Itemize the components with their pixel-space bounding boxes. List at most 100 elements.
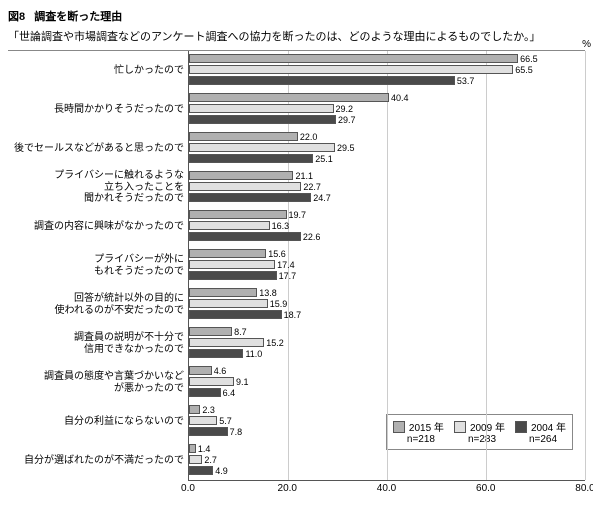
- bar-value: 4.9: [212, 467, 228, 476]
- bar: 22.7: [189, 182, 301, 191]
- bar-group: 19.716.322.6: [189, 207, 585, 246]
- bar-group: 2.35.77.8: [189, 402, 585, 441]
- bar: 15.6: [189, 249, 266, 258]
- bar: 13.8: [189, 288, 257, 297]
- figure-number: 図8: [8, 11, 25, 23]
- category-label: 忙しかったので: [8, 51, 188, 90]
- bar-value: 21.1: [292, 172, 313, 181]
- bar-value: 40.4: [388, 94, 409, 103]
- bar: 53.7: [189, 76, 455, 85]
- bar: 18.7: [189, 310, 282, 319]
- bar-value: 29.7: [335, 116, 356, 125]
- bar-group: 4.69.16.4: [189, 363, 585, 402]
- bar: 17.7: [189, 271, 277, 280]
- figure-title-text: 調査を断った理由: [34, 11, 122, 23]
- bar: 15.9: [189, 299, 268, 308]
- category-label: 長時間かかりそうだったので: [8, 90, 188, 129]
- bar-value: 19.7: [286, 211, 307, 220]
- bar: 17.4: [189, 260, 275, 269]
- category-label: プライバシーが外にもれそうだったので: [8, 246, 188, 285]
- bar-value: 24.7: [310, 194, 331, 203]
- bar-value: 1.4: [195, 445, 211, 454]
- plot-area: % 2015 年n=2182009 年n=2832004 年n=264 66.5…: [188, 51, 585, 481]
- bar: 4.9: [189, 466, 213, 475]
- bar-group: 40.429.229.7: [189, 90, 585, 129]
- bar: 8.7: [189, 327, 232, 336]
- bar: 40.4: [189, 93, 389, 102]
- bar-value: 2.7: [201, 456, 217, 465]
- x-tick: 40.0: [377, 483, 396, 494]
- bar-value: 7.8: [227, 428, 243, 437]
- x-tick: 60.0: [476, 483, 495, 494]
- category-label: 後でセールスなどがあると思ったので: [8, 129, 188, 168]
- bar: 25.1: [189, 154, 313, 163]
- bar: 22.0: [189, 132, 298, 141]
- bar-value: 29.5: [334, 144, 355, 153]
- bar-value: 4.6: [211, 367, 227, 376]
- bar: 6.4: [189, 388, 221, 397]
- category-label: プライバシーに触れるような立ち入ったことを聞かれそうだったので: [8, 168, 188, 207]
- bar: 65.5: [189, 65, 513, 74]
- bar: 4.6: [189, 366, 212, 375]
- bar: 21.1: [189, 171, 293, 180]
- bar: 2.7: [189, 455, 202, 464]
- bar: 2.3: [189, 405, 200, 414]
- bar-value: 15.9: [267, 300, 288, 309]
- gridline: [585, 51, 586, 480]
- bar-value: 22.6: [300, 233, 321, 242]
- bar-value: 66.5: [517, 55, 538, 64]
- bar-value: 22.7: [300, 183, 321, 192]
- chart: 忙しかったので長時間かかりそうだったので後でセールスなどがあると思ったのでプライ…: [8, 50, 585, 481]
- bar: 15.2: [189, 338, 264, 347]
- bar: 66.5: [189, 54, 518, 63]
- category-label: 回答が統計以外の目的に使われるのが不安だったので: [8, 285, 188, 324]
- bar-value: 15.2: [263, 339, 284, 348]
- bar-value: 29.2: [333, 105, 354, 114]
- bar-value: 9.1: [233, 378, 249, 387]
- bar-group: 15.617.417.7: [189, 246, 585, 285]
- bar-value: 65.5: [512, 66, 533, 75]
- x-axis: 0.020.040.060.080.0: [188, 481, 585, 503]
- x-tick: 20.0: [278, 483, 297, 494]
- bar: 24.7: [189, 193, 311, 202]
- bar-value: 15.6: [265, 250, 286, 259]
- bar-value: 17.4: [274, 261, 295, 270]
- bar: 11.0: [189, 349, 243, 358]
- bar: 29.5: [189, 143, 335, 152]
- category-label: 調査の内容に興味がなかったので: [8, 207, 188, 246]
- bar-value: 16.3: [269, 222, 290, 231]
- bar-value: 25.1: [312, 155, 333, 164]
- bar: 9.1: [189, 377, 234, 386]
- x-unit: %: [582, 39, 591, 50]
- bar-group: 13.815.918.7: [189, 285, 585, 324]
- bar: 29.7: [189, 115, 336, 124]
- figure-subtitle: 「世論調査や市場調査などのアンケート調査への協力を断ったのは、どのような理由によ…: [8, 28, 585, 44]
- category-labels: 忙しかったので長時間かかりそうだったので後でセールスなどがあると思ったのでプライ…: [8, 51, 188, 481]
- category-label: 自分の利益にならないので: [8, 402, 188, 441]
- bar-value: 2.3: [199, 406, 215, 415]
- bar: 29.2: [189, 104, 334, 113]
- bar-value: 11.0: [242, 350, 262, 359]
- x-tick: 0.0: [181, 483, 195, 494]
- bar-value: 13.8: [256, 289, 277, 298]
- bar-value: 8.7: [231, 328, 247, 337]
- category-label: 自分が選ばれたのが不満だったので: [8, 441, 188, 480]
- bar-value: 6.4: [220, 389, 236, 398]
- bar-value: 22.0: [297, 133, 318, 142]
- bar-group: 22.029.525.1: [189, 129, 585, 168]
- bar-group: 1.42.74.9: [189, 441, 585, 480]
- bar-group: 8.715.211.0: [189, 324, 585, 363]
- bar-group: 21.122.724.7: [189, 168, 585, 207]
- bar: 7.8: [189, 427, 228, 436]
- bar-group: 66.5 65.5 53.7: [189, 51, 585, 90]
- bar: 16.3: [189, 221, 270, 230]
- bar: 5.7: [189, 416, 217, 425]
- category-label: 調査員の説明が不十分で信用できなかったので: [8, 324, 188, 363]
- bar-value: 53.7: [454, 77, 475, 86]
- bar: 1.4: [189, 444, 196, 453]
- bar: 19.7: [189, 210, 287, 219]
- bar-value: 18.7: [281, 311, 302, 320]
- bar-value: 5.7: [216, 417, 232, 426]
- figure-title: 図8 調査を断った理由: [8, 8, 585, 24]
- bar: 22.6: [189, 232, 301, 241]
